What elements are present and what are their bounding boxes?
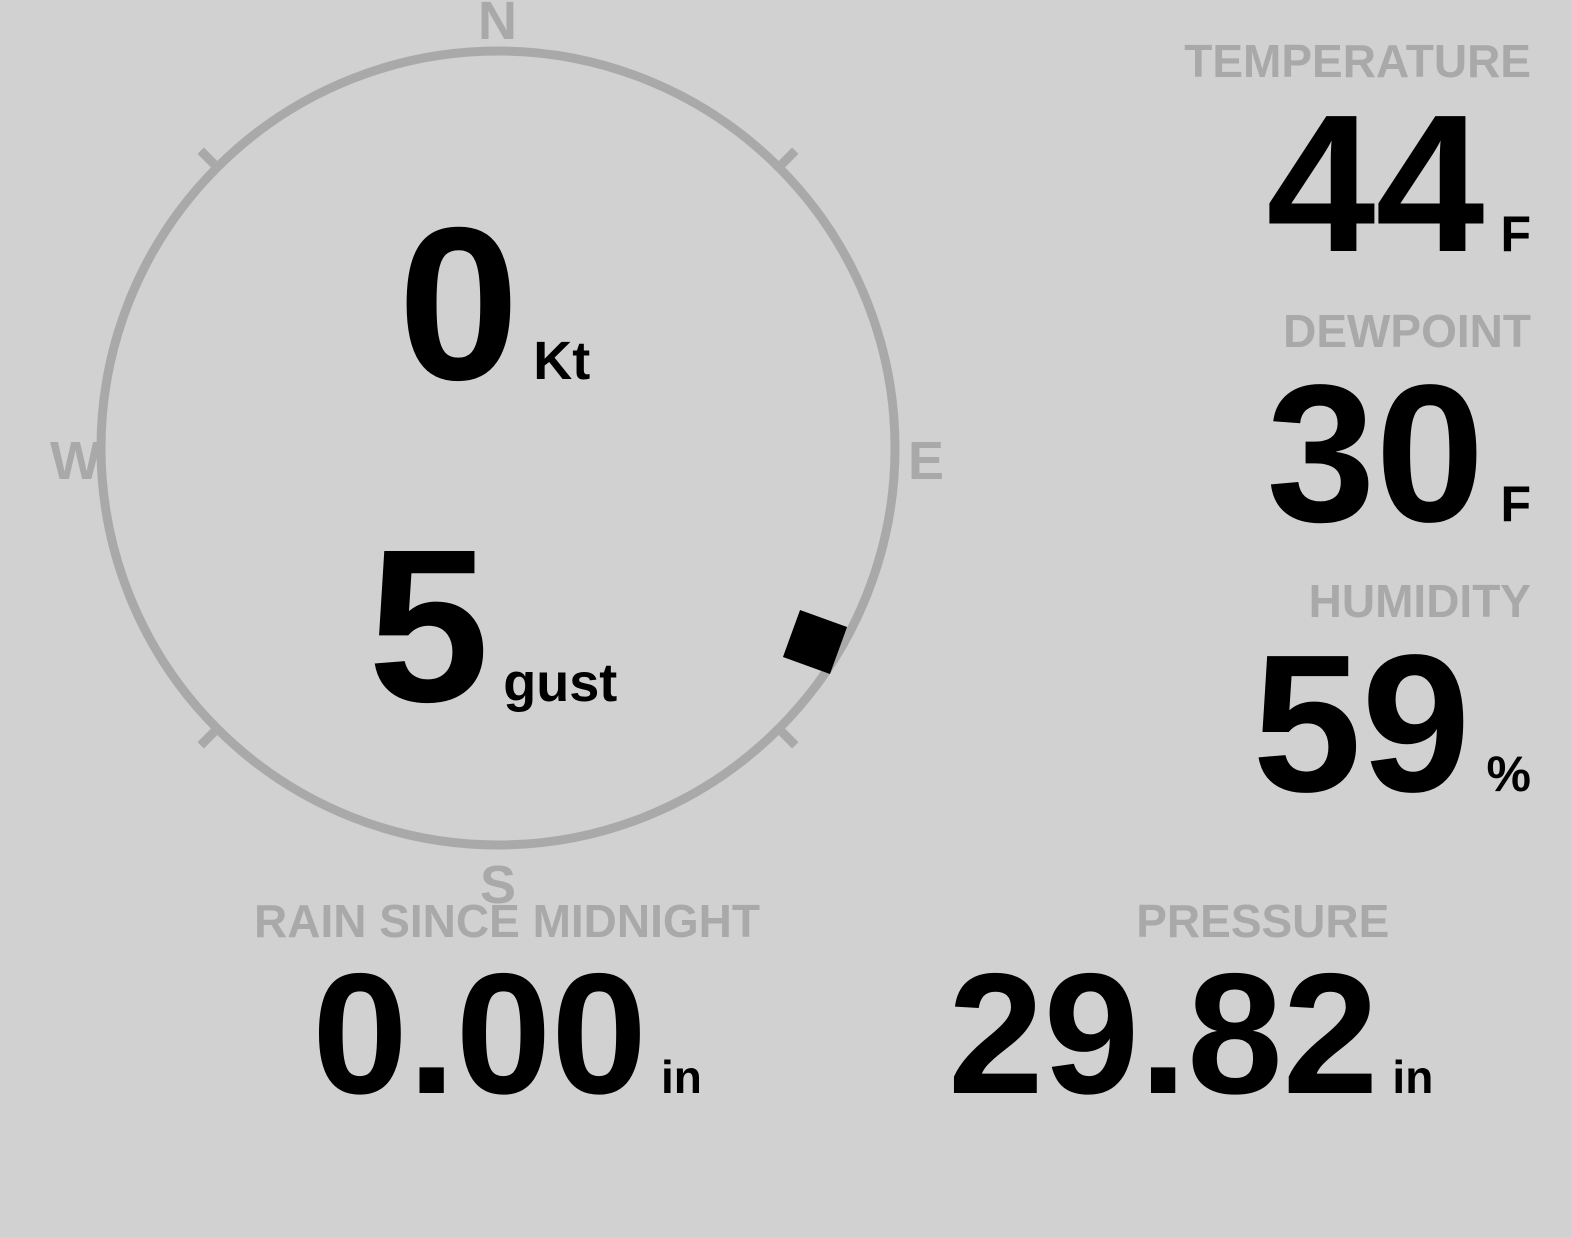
- tick-se: [775, 725, 799, 749]
- pressure-value-row: 29.82 in: [948, 948, 1433, 1120]
- bottom-readings-row: RAIN SINCE MIDNIGHT 0.00 in PRESSURE 29.…: [0, 898, 1571, 1128]
- rain-value-row: 0.00 in: [312, 948, 702, 1120]
- pressure-unit: in: [1392, 1051, 1434, 1103]
- reading-temperature: TEMPERATURE 44 F: [1184, 38, 1531, 282]
- reading-rain: RAIN SINCE MIDNIGHT 0.00 in: [254, 898, 760, 1120]
- dewpoint-label: DEWPOINT: [1283, 305, 1531, 357]
- tick-ne: [775, 147, 799, 171]
- wind-speed-reading: 0 Kt: [398, 196, 590, 414]
- tick-sw: [197, 725, 221, 749]
- compass-dial: [96, 46, 900, 850]
- reading-humidity: HUMIDITY 59 %: [1253, 578, 1531, 822]
- temperature-unit: F: [1500, 206, 1531, 262]
- compass-label-east: E: [908, 431, 945, 491]
- humidity-label: HUMIDITY: [1308, 575, 1531, 627]
- tick-nw: [197, 147, 221, 171]
- compass-ring: [96, 46, 900, 850]
- temperature-label: TEMPERATURE: [1184, 35, 1531, 87]
- pressure-label: PRESSURE: [1136, 895, 1390, 947]
- reading-dewpoint: DEWPOINT 30 F: [1266, 308, 1531, 552]
- compass-ticks: [197, 147, 799, 749]
- readings-column: TEMPERATURE 44 F DEWPOINT 30 F HUMIDITY …: [991, 38, 1531, 822]
- humidity-unit: %: [1486, 746, 1531, 802]
- temperature-value-row: 44 F: [1266, 86, 1531, 282]
- dewpoint-value: 30: [1266, 344, 1485, 563]
- wind-gust-value: 5: [368, 505, 490, 748]
- wind-gust-reading: 5 gust: [368, 518, 617, 736]
- wind-direction-marker: [782, 609, 848, 675]
- humidity-value: 59: [1252, 614, 1471, 833]
- compass-label-west: W: [50, 431, 101, 491]
- wind-speed-value: 0: [398, 183, 520, 426]
- temperature-value: 44: [1266, 74, 1485, 293]
- dewpoint-value-row: 30 F: [1266, 356, 1531, 552]
- pressure-value: 29.82: [948, 938, 1379, 1130]
- compass-label-south: S: [480, 855, 517, 915]
- rain-unit: in: [660, 1051, 702, 1103]
- wind-gust-unit: gust: [503, 653, 618, 713]
- wind-speed-unit: Kt: [533, 331, 591, 391]
- dewpoint-unit: F: [1500, 476, 1531, 532]
- wind-compass-panel: N E S W 0 Kt 5 gust: [0, 0, 1000, 915]
- rain-label: RAIN SINCE MIDNIGHT: [254, 895, 760, 947]
- humidity-value-row: 59 %: [1253, 626, 1531, 822]
- compass-label-north: N: [478, 0, 517, 51]
- rain-value: 0.00: [312, 938, 647, 1130]
- reading-pressure: PRESSURE 29.82 in: [948, 898, 1433, 1120]
